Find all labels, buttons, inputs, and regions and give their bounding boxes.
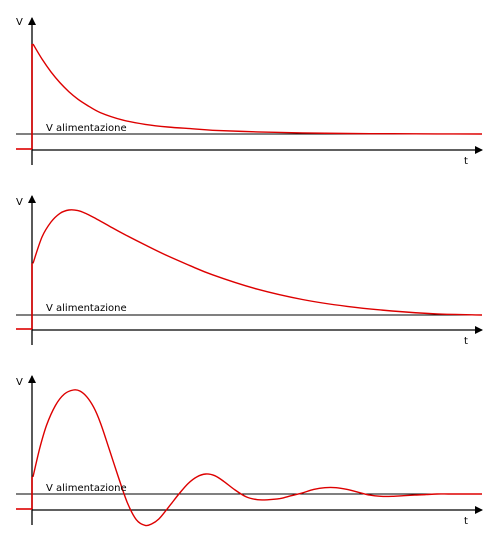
chart-panel-2: V t V alimentazione [16,195,483,347]
y-axis-label: V [16,17,23,28]
chart-panel-3: V t V alimentazione [16,375,483,527]
response-curve [32,43,483,135]
reference-label: V alimentazione [46,303,127,314]
chart-panel-1: V t V alimentazione [16,17,483,167]
reference-label: V alimentazione [46,123,127,134]
response-curve [32,389,482,527]
response-curve [32,209,483,316]
x-axis-label: t [464,516,468,527]
x-axis-label: t [464,156,468,167]
y-axis-label: V [16,197,23,208]
y-axis-label: V [16,377,23,388]
x-axis-label: t [464,336,468,347]
reference-label: V alimentazione [46,483,127,494]
